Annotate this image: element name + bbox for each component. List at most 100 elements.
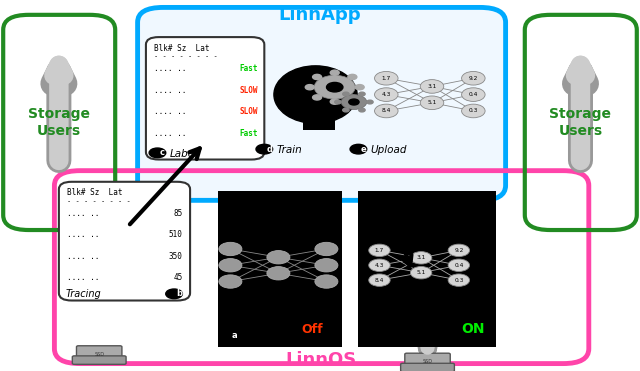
Text: 4.3: 4.3 [375,263,384,268]
Text: 3.1: 3.1 [428,84,436,89]
Text: 8.4: 8.4 [375,278,384,283]
Text: .... ..: .... .. [67,230,99,239]
Circle shape [256,144,273,154]
Text: .... ..: .... .. [67,273,99,282]
Text: 1.7: 1.7 [375,248,384,253]
FancyBboxPatch shape [77,346,122,361]
Circle shape [149,148,166,158]
Text: 9.2: 9.2 [454,248,463,253]
Text: Off: Off [301,323,323,336]
Text: Train: Train [276,145,302,155]
FancyBboxPatch shape [146,37,264,160]
Circle shape [359,92,365,96]
Circle shape [374,72,398,85]
Circle shape [315,275,338,288]
Circle shape [461,88,485,101]
Circle shape [221,331,237,341]
Text: .... ..: .... .. [154,129,186,138]
FancyBboxPatch shape [138,7,506,200]
Text: Tracing: Tracing [65,289,101,299]
FancyBboxPatch shape [405,353,451,369]
Circle shape [267,250,290,264]
Circle shape [315,259,338,272]
Text: 3.1: 3.1 [417,255,426,260]
Circle shape [314,75,355,99]
Circle shape [312,74,321,79]
Circle shape [312,95,321,100]
Circle shape [330,99,339,104]
Text: LinnOS: LinnOS [285,351,357,369]
Text: - - - - - - - -: - - - - - - - - [154,53,218,59]
Text: .... ..: .... .. [154,64,186,73]
Text: c: c [160,148,165,157]
Text: .... ..: .... .. [154,86,186,95]
Circle shape [348,95,357,100]
FancyBboxPatch shape [303,115,335,130]
Text: Blk# Sz  Lat: Blk# Sz Lat [67,188,122,197]
Text: 1.7: 1.7 [381,76,391,81]
FancyBboxPatch shape [401,363,454,371]
Text: Upload: Upload [371,145,407,155]
Circle shape [305,85,314,90]
Text: Fast: Fast [239,129,258,138]
Text: 0.4: 0.4 [468,92,478,97]
Text: SSD: SSD [422,359,433,364]
Circle shape [369,244,390,257]
Text: 0.4: 0.4 [454,263,463,268]
Circle shape [343,108,349,112]
Text: Storage
Users: Storage Users [550,107,611,138]
FancyBboxPatch shape [218,191,342,347]
Text: a: a [232,331,237,340]
Text: Fast: Fast [239,64,258,73]
Text: 350: 350 [168,252,182,261]
Text: Blk# Sz  Lat: Blk# Sz Lat [154,44,209,53]
Circle shape [448,244,470,257]
Circle shape [369,259,390,272]
Text: SLOW: SLOW [239,86,258,95]
FancyBboxPatch shape [59,182,190,301]
Circle shape [326,82,343,92]
Circle shape [420,96,444,109]
Text: 45: 45 [173,273,182,282]
Text: .... ..: .... .. [154,107,186,116]
Circle shape [267,267,290,280]
Circle shape [166,289,182,299]
Circle shape [219,275,242,288]
Circle shape [355,85,364,90]
Text: 5.1: 5.1 [417,270,426,275]
Text: Label: Label [170,149,198,158]
Text: .... ..: .... .. [67,209,99,218]
Circle shape [461,72,485,85]
Text: SSD: SSD [94,351,104,357]
Text: Storage
Users: Storage Users [28,107,90,138]
Text: 5.1: 5.1 [428,100,436,105]
Text: 9.2: 9.2 [468,76,478,81]
Text: e: e [361,145,367,154]
Circle shape [219,259,242,272]
Circle shape [448,274,470,286]
Text: 0.3: 0.3 [468,108,478,114]
Text: b: b [177,289,182,298]
Circle shape [410,266,432,279]
Text: .... ..: .... .. [67,252,99,261]
FancyBboxPatch shape [72,356,126,364]
Text: 0.3: 0.3 [454,278,463,283]
Circle shape [359,108,365,112]
Circle shape [350,144,367,154]
Circle shape [315,242,338,256]
Text: 4.3: 4.3 [381,92,391,97]
Circle shape [369,274,390,286]
Circle shape [219,242,242,256]
Text: 8.4: 8.4 [381,108,391,114]
Circle shape [374,88,398,101]
Ellipse shape [274,66,357,123]
Text: SLOW: SLOW [239,107,258,116]
Text: 510: 510 [168,230,182,239]
Circle shape [374,104,398,118]
Circle shape [349,99,359,105]
Circle shape [348,74,357,79]
Circle shape [420,80,444,93]
Circle shape [330,70,339,75]
Circle shape [341,95,367,109]
Circle shape [461,104,485,118]
